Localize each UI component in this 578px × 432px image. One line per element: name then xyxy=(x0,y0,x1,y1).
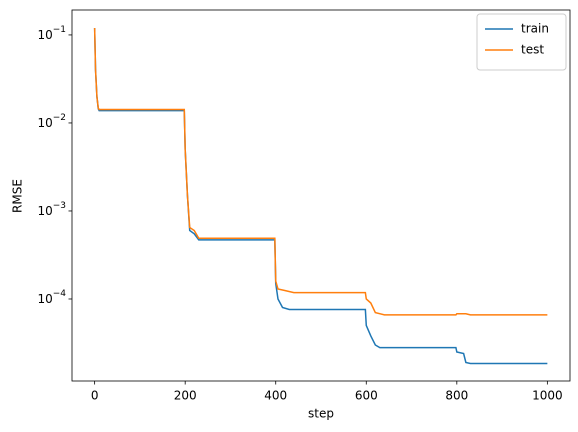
y-tick-exponent: −1 xyxy=(53,24,66,34)
y-tick-exponent: −4 xyxy=(53,288,67,298)
y-tick-label: 10−4 xyxy=(37,288,66,305)
x-tick-label: 600 xyxy=(355,389,378,403)
y-tick-label: 10−3 xyxy=(37,200,66,217)
x-tick-label: 200 xyxy=(174,389,197,403)
x-tick-label: 800 xyxy=(445,389,468,403)
y-tick-label: 10−1 xyxy=(37,24,66,41)
y-tick-base: 10 xyxy=(37,203,52,217)
legend-label: test xyxy=(521,43,544,57)
y-tick-exponent: −3 xyxy=(53,200,66,210)
x-tick-label: 1000 xyxy=(532,389,563,403)
y-axis-label: RMSE xyxy=(11,179,25,213)
axes-frame xyxy=(71,9,571,382)
y-tick-base: 10 xyxy=(37,115,52,129)
data-line xyxy=(93,27,548,316)
y-tick-base: 10 xyxy=(37,291,52,305)
y-tick-label: 10−2 xyxy=(37,112,66,129)
legend-box xyxy=(476,13,567,71)
legend-label: train xyxy=(521,22,549,36)
y-tick-exponent: −2 xyxy=(53,112,66,122)
data-line xyxy=(93,27,548,365)
x-tick-label: 0 xyxy=(91,389,99,403)
y-tick-base: 10 xyxy=(37,27,52,41)
x-axis-label: step xyxy=(308,407,334,421)
x-tick-label: 400 xyxy=(264,389,287,403)
